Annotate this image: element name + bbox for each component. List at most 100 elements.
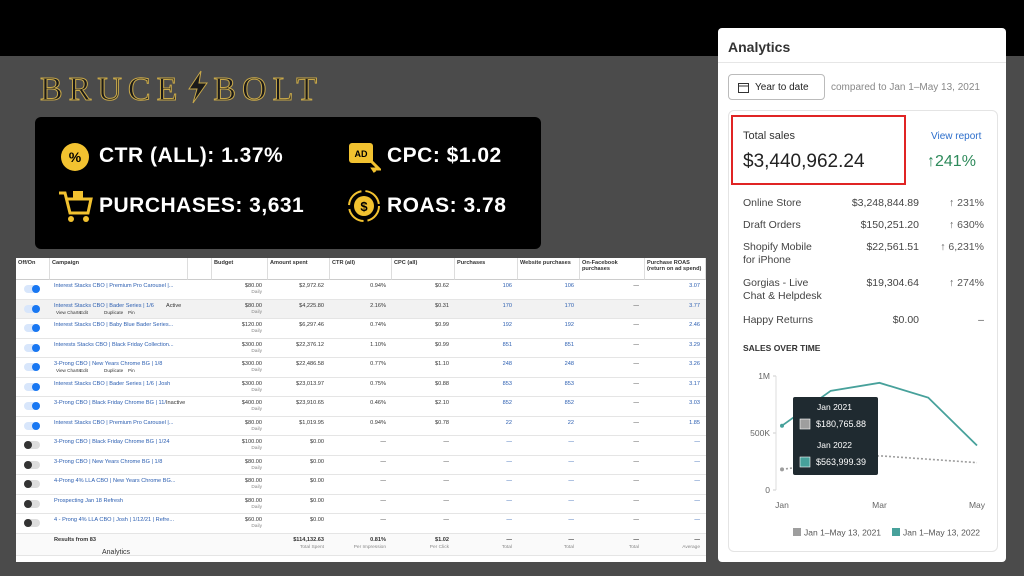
toggle[interactable] [24, 285, 40, 293]
table-cell: 3.07 [689, 283, 700, 289]
budget-period: Daily [251, 348, 262, 354]
source-value: $150,251.20 [860, 219, 919, 231]
toggle[interactable] [24, 402, 40, 410]
metrics-box: % CTR (ALL): 1.37% AD CPC: $1.02 PURCHAS… [35, 117, 541, 249]
toggle[interactable] [24, 460, 40, 469]
budget-period: Daily [251, 446, 262, 451]
campaign: 3-Prong CBO | New Years Chrome BG | 1/8 [54, 458, 163, 465]
table-cell: 0.77% [370, 361, 386, 367]
column-header: Amount spent [268, 258, 330, 280]
tooltip [793, 397, 878, 475]
table-cell: 106 [502, 283, 512, 289]
budget-period: Daily [251, 407, 262, 412]
date-button[interactable]: Year to date [728, 74, 825, 100]
campaign: 3-Prong CBO | Black Friday Chrome BG | 1… [54, 400, 173, 406]
table-cell: 0.75% [370, 380, 386, 387]
row-action: Duplicate [104, 309, 124, 315]
toggle[interactable] [24, 363, 40, 371]
footer-sub: Total [501, 544, 512, 550]
toggle[interactable] [24, 519, 40, 527]
table-cell: $0.00 [310, 517, 324, 523]
cpc-icon: AD [349, 143, 381, 173]
table-cell: — [443, 497, 449, 504]
row-action: Edit [80, 368, 88, 373]
table-cell: 170 [502, 302, 512, 309]
source-name: Draft Orders [743, 219, 801, 231]
status: Inactive [166, 400, 186, 406]
campaign: Prospecting Jan 18 Refresh [54, 497, 124, 504]
table-cell: — [633, 497, 639, 504]
table-cell: 0.46% [370, 400, 386, 406]
x-tick-label: Jan [775, 500, 789, 510]
table-cell: — [694, 478, 700, 484]
table-cell: — [633, 400, 639, 406]
table-cell: — [633, 322, 639, 328]
table-row: 3-Prong CBO | Black Friday Chrome BG | 1… [16, 397, 706, 417]
toggle[interactable] [24, 382, 40, 391]
tooltip-label: Jan 2021 [817, 402, 852, 412]
toggle[interactable] [24, 343, 40, 352]
toggle[interactable] [24, 441, 40, 449]
table-cell: — [506, 458, 512, 465]
budget-period: Daily [251, 465, 262, 471]
panel-title: Analytics [728, 39, 791, 55]
toggle[interactable] [24, 499, 40, 508]
budget: $80.00 [244, 458, 262, 465]
table-cell: 248 [502, 361, 512, 367]
tooltip-swatch [799, 418, 811, 430]
table-cell: 1.10% [370, 341, 386, 348]
table-cell: $1,019.95 [299, 419, 324, 426]
compared-text: compared to Jan 1–May 13, 2021 [831, 82, 980, 93]
table-cell: 853 [564, 380, 574, 387]
budget: $80.00 [244, 283, 262, 289]
campaign: Interest Stacks CBO | Bader Series | 1/6… [54, 380, 171, 387]
source-name: Gorgias - Live Chat & Helpdesk [743, 277, 822, 302]
campaign: 3-Prong CBO | Black Friday Chrome BG | 1… [54, 439, 170, 445]
toggle-knob [24, 441, 32, 449]
brand: BRUCE BOLT [39, 70, 323, 109]
table-cell: — [568, 458, 574, 465]
table-cell: — [633, 302, 639, 309]
footer-cell: — [633, 536, 639, 543]
toggle-knob [32, 285, 40, 293]
toggle[interactable] [24, 421, 40, 430]
table-row: 3-Prong CBO | New Years Chrome BG | 1/8 $… [16, 455, 706, 475]
toggle-knob [32, 324, 40, 332]
table-cell: 851 [502, 341, 512, 348]
chart-title: SALES OVER TIME [743, 343, 821, 353]
budget-period: Daily [251, 329, 262, 334]
campaign: Interests Stacks CBO | Black Friday Coll… [54, 341, 174, 348]
table-cell: $0.88 [435, 380, 449, 387]
toggle[interactable] [24, 304, 40, 313]
table-cell: 3.26 [689, 361, 700, 367]
table-cell: $0.00 [310, 478, 324, 484]
change-value: – [978, 314, 984, 326]
table-cell: 3.03 [689, 400, 700, 406]
change-value: 630% [957, 219, 984, 231]
total-label: Total sales [743, 130, 795, 142]
source-change: ↑ 630% [948, 219, 984, 231]
toggle[interactable] [24, 480, 40, 488]
table-cell: — [633, 283, 639, 289]
legend-label: Jan 1–May 13, 2021 [804, 528, 881, 538]
divider [718, 62, 1006, 63]
table-cell: $0.00 [310, 439, 324, 445]
roas-icon: $ [348, 190, 380, 222]
view-report[interactable]: View report [931, 131, 982, 142]
table-row: Interest Stacks CBO | Bader Series | 1/6… [16, 377, 706, 397]
table-cell: — [380, 458, 386, 465]
source-name: Shopify Mobile for iPhone [743, 241, 812, 266]
column-header: Purchase ROAS (return on ad spend) [645, 258, 706, 280]
tooltip-value: $180,765.88 [816, 419, 866, 429]
table-cell: — [694, 497, 700, 504]
footer-cell: — [694, 536, 700, 543]
table-cell: — [633, 341, 639, 348]
campaign: Interest Stacks CBO | Baby Blue Bader Se… [54, 322, 174, 328]
table-cell: 852 [502, 400, 512, 406]
campaign: Interest Stacks CBO | Premium Pro Carous… [54, 419, 174, 426]
toggle[interactable] [24, 324, 40, 332]
row-action: Pin [128, 309, 135, 315]
table-cell: $0.31 [435, 302, 449, 309]
toggle-knob [32, 382, 40, 391]
